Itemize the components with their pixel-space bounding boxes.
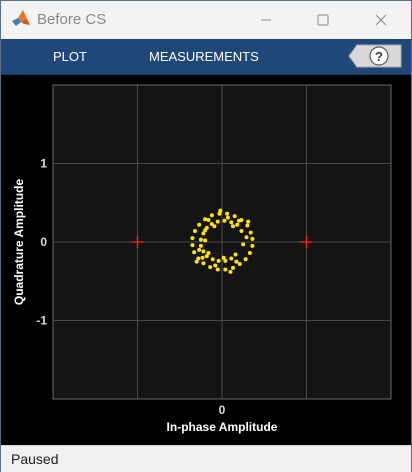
data-point [198,237,203,242]
tab-plot[interactable]: PLOT [53,49,87,64]
y-tick-label: 0 [40,235,47,249]
data-point [192,250,197,255]
data-point [196,256,201,261]
tab-measurements[interactable]: MEASUREMENTS [149,49,259,64]
data-point [197,247,202,252]
data-point [236,218,241,223]
data-point [190,243,195,248]
data-point [241,242,246,247]
plot-area[interactable]: 1 0 -1 0 In-phase Amplitude Quadrature Ampl… [1,75,411,445]
data-point [203,238,208,243]
data-point [206,250,211,255]
data-point [232,214,237,219]
data-point [221,255,226,260]
data-point [223,258,228,263]
data-point [237,261,242,266]
data-point [234,259,239,264]
data-point [209,213,214,218]
data-point [217,211,222,216]
data-point [229,220,234,225]
data-point [243,257,248,262]
maximize-icon [317,14,329,26]
data-points [190,208,255,274]
data-point [203,228,208,233]
data-point [250,236,255,241]
data-point [230,224,235,229]
data-point [201,249,206,254]
data-point [246,219,251,224]
data-point [204,254,209,259]
data-point [201,261,206,266]
data-point [225,211,230,216]
data-point [218,208,223,213]
data-point [228,269,233,274]
data-point [190,236,195,241]
data-point [216,258,221,263]
reference-marker [131,236,144,248]
data-point [233,252,238,257]
x-tick-label: 0 [219,403,226,417]
data-point [198,243,203,248]
maximize-button[interactable] [296,1,350,39]
data-point [248,230,253,235]
x-axis-label: In-phase Amplitude [167,420,278,434]
status-bar: Paused [1,445,411,472]
help-symbol: ? [375,49,383,64]
minimize-icon [261,19,271,21]
help-badge: ? [348,44,402,68]
data-point [247,250,252,255]
y-axis-label: Quadrature Amplitude [12,179,26,306]
reference-markers [131,236,313,248]
axis-ticks: 1 0 -1 0 [36,157,225,418]
help-button[interactable]: ? [347,43,403,69]
data-point [222,218,227,223]
data-point [213,263,218,268]
data-point [229,256,234,261]
minimize-button[interactable] [239,1,293,39]
data-point [210,257,215,262]
matlab-logo-icon [12,10,30,26]
data-point [197,222,202,227]
y-tick-label: -1 [36,314,47,328]
data-point [225,215,230,220]
title-bar[interactable]: Before CS [1,1,411,39]
toolstrip: PLOT MEASUREMENTS ? [1,39,411,75]
data-point [208,265,213,270]
data-point [244,235,249,240]
data-point [250,243,255,248]
data-point [245,223,250,228]
data-point [200,255,205,260]
status-text: Paused [11,451,59,467]
reference-marker [300,236,313,248]
close-icon [375,14,387,26]
help-icon [369,46,389,66]
data-point [192,229,197,234]
constellation-plot: 1 0 -1 0 In-phase Amplitude Quadrature Ampl… [1,75,411,445]
window-title: Before CS [37,11,107,28]
data-point [215,267,220,272]
close-button[interactable] [354,1,408,39]
data-point [203,217,208,222]
data-point [201,231,206,236]
data-point [206,218,211,223]
data-point [194,259,199,264]
data-point [239,229,244,234]
data-point [235,222,240,227]
data-point [209,221,214,226]
y-tick-label: 1 [40,157,47,171]
data-point [230,265,235,270]
data-point [212,224,217,229]
data-point [215,219,220,224]
data-point [223,267,228,272]
